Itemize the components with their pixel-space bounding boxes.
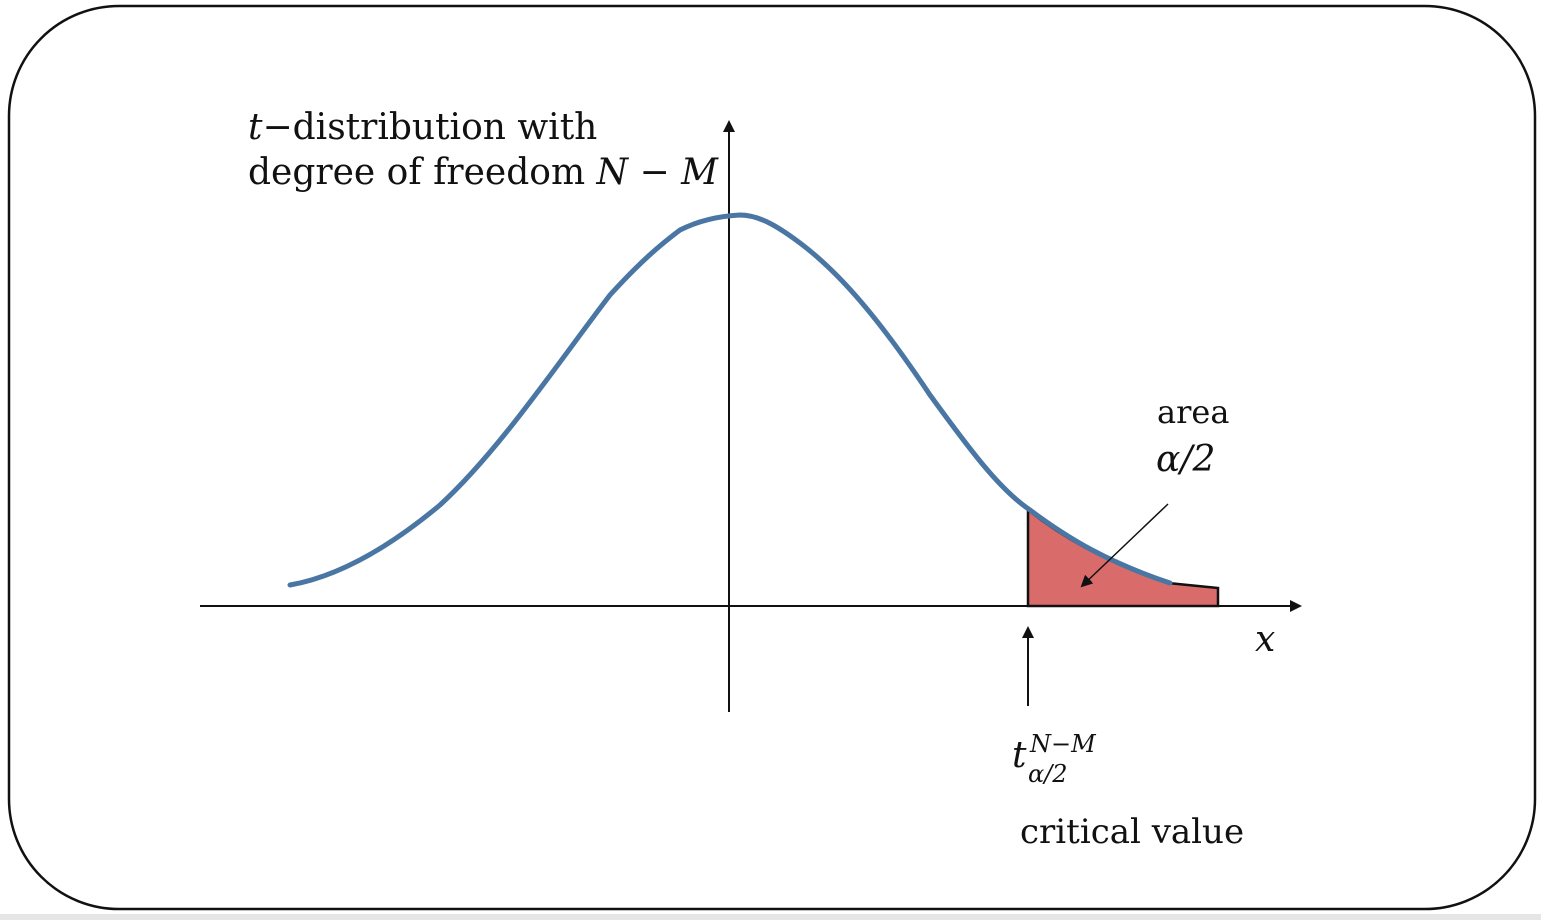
t-distribution-curve bbox=[287, 212, 1173, 588]
title-t-variable: t bbox=[248, 107, 263, 148]
title-line-2: degree of freedom N − M bbox=[248, 155, 718, 191]
tail-area bbox=[1026, 507, 1220, 608]
rounded-frame bbox=[7, 4, 1537, 911]
title-line-1-text: −distribution with bbox=[262, 107, 598, 148]
critical-base: t bbox=[1012, 735, 1027, 776]
title-line-2-math: N − M bbox=[596, 152, 718, 193]
area-label-value: α/2 bbox=[1156, 439, 1216, 480]
title-line-1: t−distribution with bbox=[248, 110, 597, 146]
x-axis-label: x bbox=[1255, 619, 1276, 660]
critical-subscript: α/2 bbox=[1028, 760, 1068, 788]
area-label-word: area bbox=[1157, 393, 1230, 431]
critical-superscript: N−M bbox=[1030, 730, 1096, 758]
area-pointer-arrow bbox=[1080, 503, 1169, 588]
critical-value-caption: critical value bbox=[1020, 812, 1245, 852]
critical-value-symbol: t N−M α/2 bbox=[1012, 730, 1132, 790]
bottom-strip bbox=[0, 914, 1541, 920]
title-line-2-text: degree of freedom bbox=[248, 152, 597, 193]
